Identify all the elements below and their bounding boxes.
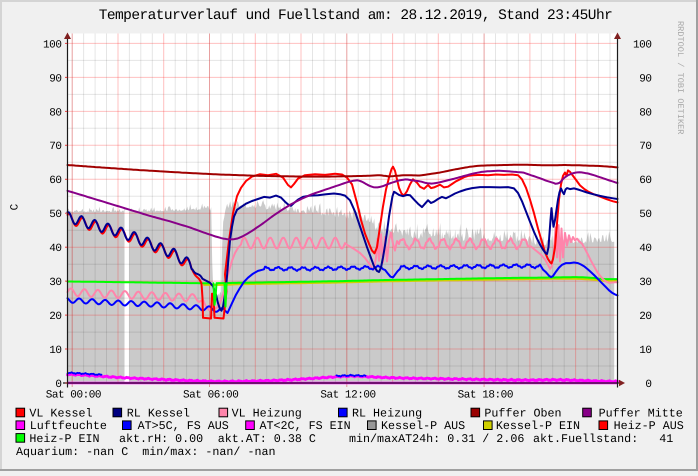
svg-text:akt.rH: 0.00: akt.rH: 0.00: [119, 432, 203, 446]
svg-text:Kessel-P AUS: Kessel-P AUS: [381, 419, 465, 433]
svg-text:70: 70: [49, 141, 61, 153]
svg-text:80: 80: [639, 107, 651, 119]
svg-text:60: 60: [49, 175, 61, 187]
svg-text:0: 0: [55, 379, 61, 391]
svg-text:10: 10: [49, 345, 61, 357]
svg-text:50: 50: [639, 209, 651, 221]
svg-text:C: C: [10, 203, 22, 210]
svg-text:80: 80: [49, 107, 61, 119]
svg-text:10: 10: [639, 345, 651, 357]
svg-text:90: 90: [49, 73, 61, 85]
svg-text:Heiz-P EIN: Heiz-P EIN: [29, 432, 99, 446]
svg-text:RL Heizung: RL Heizung: [352, 407, 422, 421]
svg-text:Temperaturverlauf und Fuellsta: Temperaturverlauf und Fuellstand am: 28.…: [99, 8, 613, 24]
svg-text:100: 100: [43, 39, 61, 51]
svg-text:RL Kessel: RL Kessel: [127, 407, 190, 421]
svg-text:Aquarium: -nan C min/max: -na: Aquarium: -nan C min/max: -nan/ -nan: [16, 445, 276, 459]
svg-text:RRDTOOL / TOBI OETIKER: RRDTOOL / TOBI OETIKER: [675, 21, 685, 134]
svg-text:30: 30: [49, 277, 61, 289]
svg-text:30: 30: [639, 277, 651, 289]
svg-text:min/maxAT24h: 0.31 / 2.06: min/maxAT24h: 0.31 / 2.06: [349, 432, 524, 446]
svg-text:Heiz-P AUS: Heiz-P AUS: [614, 419, 684, 433]
svg-text:50: 50: [49, 209, 61, 221]
svg-text:0: 0: [645, 379, 651, 391]
svg-text:Luftfeuchte: Luftfeuchte: [30, 419, 107, 433]
svg-text:20: 20: [49, 311, 61, 323]
svg-text:40: 40: [639, 243, 651, 255]
svg-text:Sat 18:00: Sat 18:00: [458, 390, 513, 402]
svg-text:AT>5C, FS AUS: AT>5C, FS AUS: [138, 419, 229, 433]
svg-text:akt.Fuellstand: 41: akt.Fuellstand: 41: [533, 432, 673, 446]
svg-text:100: 100: [633, 39, 651, 51]
svg-text:AT<2C, FS EIN: AT<2C, FS EIN: [260, 419, 351, 433]
svg-text:70: 70: [639, 141, 651, 153]
svg-text:Sat 06:00: Sat 06:00: [183, 390, 238, 402]
svg-text:VL Kessel: VL Kessel: [29, 407, 92, 421]
svg-text:Puffer Mitte: Puffer Mitte: [599, 407, 683, 421]
svg-text:20: 20: [639, 311, 651, 323]
svg-text:akt.AT: 0.38 C: akt.AT: 0.38 C: [218, 432, 316, 446]
svg-text:Sat 12:00: Sat 12:00: [320, 390, 375, 402]
svg-text:Sat 00:00: Sat 00:00: [46, 390, 101, 402]
svg-text:40: 40: [49, 243, 61, 255]
svg-text:60: 60: [639, 175, 651, 187]
svg-text:Puffer Oben: Puffer Oben: [484, 407, 561, 421]
svg-text:Kessel-P EIN: Kessel-P EIN: [496, 419, 580, 433]
svg-text:VL Heizung: VL Heizung: [232, 407, 302, 421]
svg-text:90: 90: [639, 73, 651, 85]
